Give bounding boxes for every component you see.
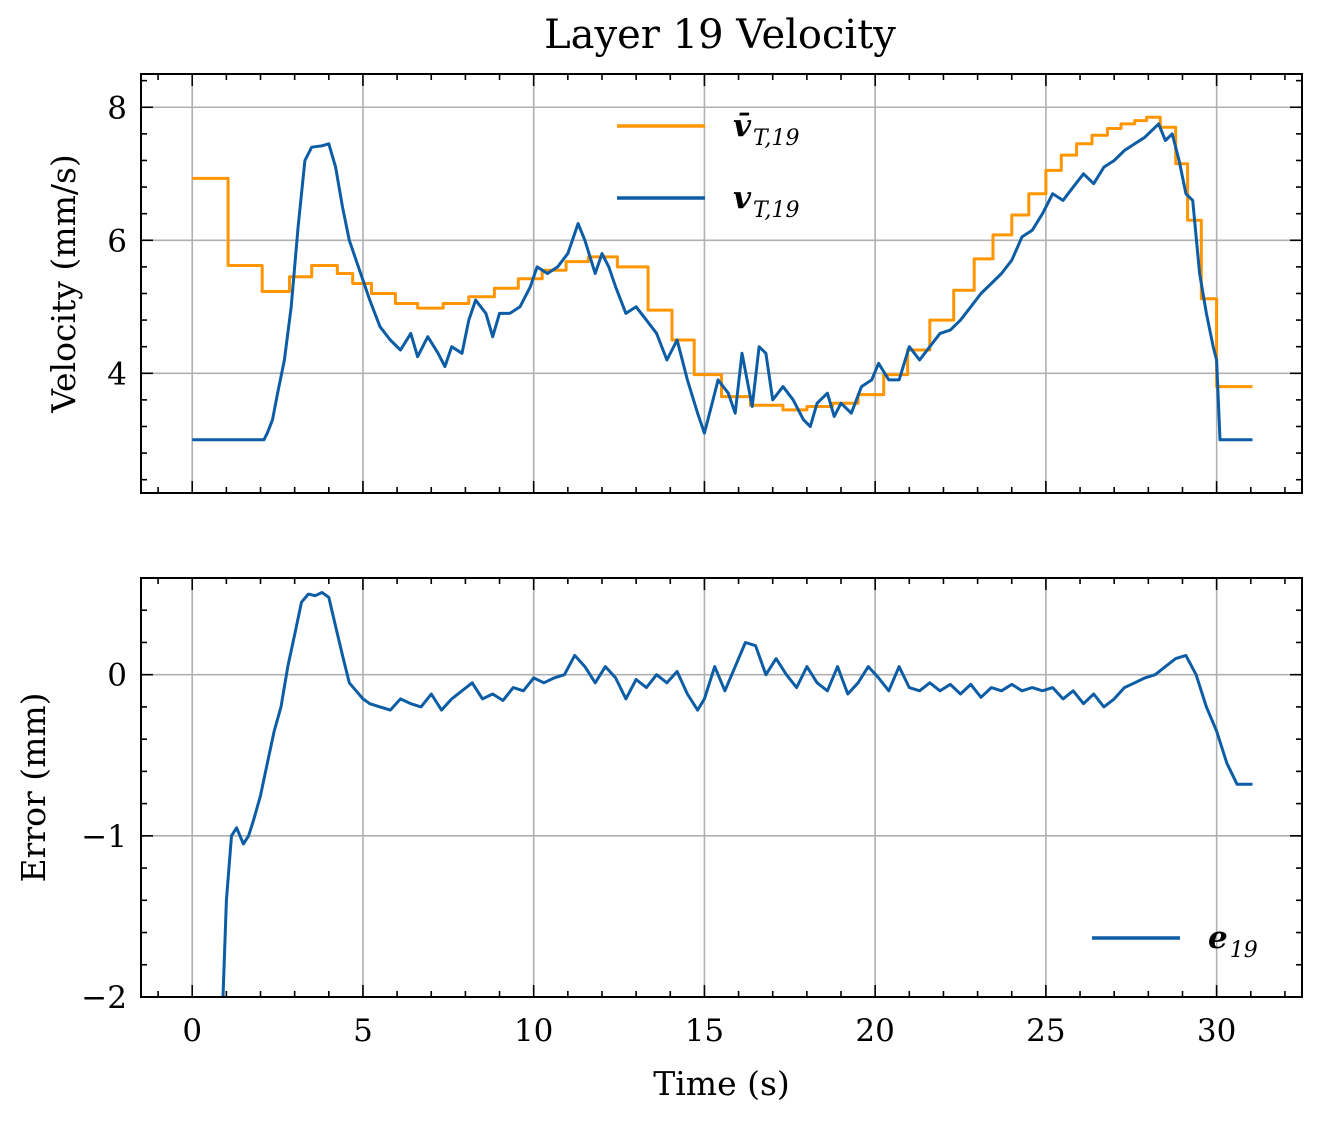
- x-axis-label: Time (s): [653, 1064, 790, 1103]
- y-tick-label: −1: [81, 819, 127, 855]
- x-tick-label: 5: [353, 1013, 373, 1049]
- legend: e19: [1092, 920, 1258, 963]
- x-tick-label: 10: [514, 1013, 553, 1049]
- chart-title: Layer 19 Velocity: [544, 12, 896, 58]
- y-axis-label: Velocity (mm/s): [44, 154, 83, 414]
- x-tick-label: 15: [685, 1013, 724, 1049]
- x-tick-label: 25: [1026, 1013, 1065, 1049]
- error-panel: −2 −1 0 0 5 10 15 20 25 30 Error (mm) Time (s) e19: [14, 577, 1303, 1103]
- y-tick-label: 6: [107, 223, 127, 259]
- legend-label: v̄T,19: [733, 108, 799, 151]
- legend-label-main: v: [733, 180, 752, 216]
- series-line-0: [192, 115, 1253, 412]
- x-tick-label: 20: [855, 1013, 894, 1049]
- legend-label-main: v̄: [733, 108, 752, 144]
- plot-frame: [140, 577, 1303, 998]
- y-tick-label: 0: [107, 658, 127, 694]
- legend-label: e19: [1208, 920, 1258, 963]
- x-tick-label: 0: [182, 1013, 202, 1049]
- legend-label-main: e: [1208, 920, 1228, 956]
- series-line-0: [221, 591, 1253, 997]
- y-tick-label: 4: [107, 356, 127, 392]
- series-line-1: [192, 122, 1253, 442]
- legend-label: vT,19: [733, 180, 799, 223]
- y-tick-label: −2: [81, 980, 127, 1016]
- legend-label-sub: 19: [1230, 938, 1258, 963]
- plot-frame: [140, 73, 1303, 494]
- legend-label-sub: T,19: [753, 198, 799, 223]
- x-tick-label: 30: [1197, 1013, 1236, 1049]
- y-tick-label: 8: [107, 90, 127, 126]
- legend-label-sub: T,19: [753, 126, 799, 151]
- y-axis-label: Error (mm): [14, 692, 53, 882]
